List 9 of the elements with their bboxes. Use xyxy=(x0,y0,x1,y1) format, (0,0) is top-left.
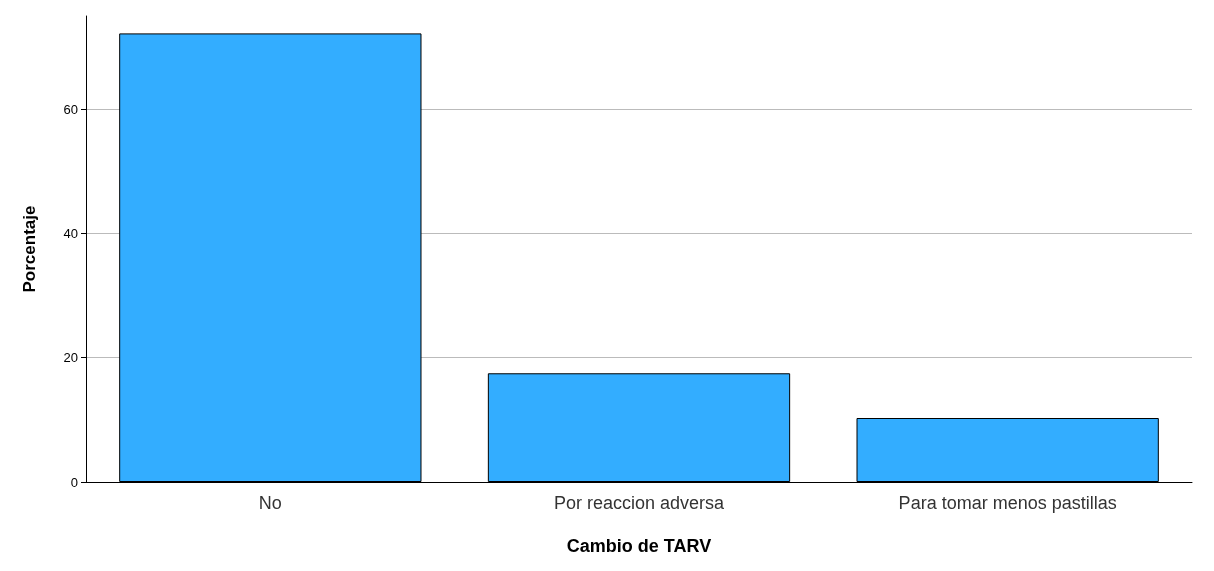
y-tick-label: 20 xyxy=(63,350,78,366)
y-axis-title: Porcentaje xyxy=(20,205,39,293)
y-tick-label: 0 xyxy=(70,474,78,490)
y-tick-label: 60 xyxy=(63,101,78,117)
x-tick-label: Por reaccion adversa xyxy=(553,493,726,513)
y-tick-label: 40 xyxy=(63,225,78,241)
x-tick-label: No xyxy=(258,493,282,513)
x-tick-label: Para tomar menos pastillas xyxy=(898,493,1117,513)
x-axis-title: Cambio de TARV xyxy=(566,536,712,556)
